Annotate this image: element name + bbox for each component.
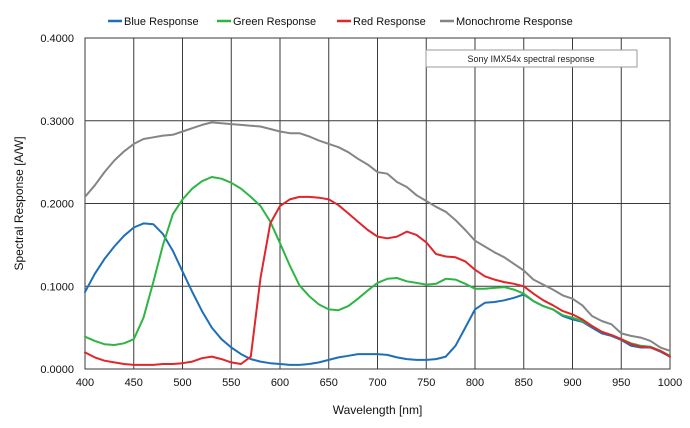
legend-label: Monochrome Response (456, 16, 573, 28)
x-tick-label: 650 (320, 377, 338, 389)
x-tick-label: 600 (271, 377, 289, 389)
series-line-green-response (84, 176, 671, 357)
y-tick-label: 0.3000 (40, 116, 74, 128)
x-tick-label: 400 (76, 377, 94, 389)
x-tick-label: 700 (368, 377, 386, 389)
legend: Blue Response Green Response Red Response M… (108, 16, 573, 28)
grid-lines (84, 37, 671, 370)
annotation: Sony IMX54x spectral response (425, 49, 638, 68)
legend-label: Blue Response (124, 16, 199, 28)
x-tick-label: 1000 (658, 377, 682, 389)
series-line-red-response (84, 195, 671, 366)
x-tick-label: 500 (173, 377, 191, 389)
x-tick-label: 450 (125, 377, 143, 389)
y-axis-title: Spectral Response [A/W] (12, 136, 26, 270)
y-tick-label: 0.4000 (40, 33, 74, 45)
plot-frame (84, 37, 671, 370)
y-tick-label: 0.2000 (40, 199, 74, 211)
x-tick-label: 550 (222, 377, 240, 389)
y-tick-label: 0.0000 (40, 364, 74, 376)
x-tick-label: 750 (417, 377, 435, 389)
legend-label: Red Response (353, 16, 426, 28)
axes: 400 450 500 550 600 650 700 750 800 850 900 950 1000… (12, 33, 682, 417)
x-tick-label: 850 (515, 377, 533, 389)
x-tick-label: 900 (563, 377, 581, 389)
x-axis-title: Wavelength [nm] (333, 403, 423, 417)
annotation-box (425, 49, 638, 68)
y-tick-label: 0.1000 (40, 281, 74, 293)
series-lines (84, 121, 671, 366)
series-line-monochrome-response (84, 121, 671, 352)
x-tick-label: 950 (612, 377, 630, 389)
x-tick-label: 800 (466, 377, 484, 389)
series-line-blue-response (84, 222, 671, 366)
annotation-text: Sony IMX54x spectral response (467, 54, 594, 64)
legend-label: Green Response (233, 16, 316, 28)
